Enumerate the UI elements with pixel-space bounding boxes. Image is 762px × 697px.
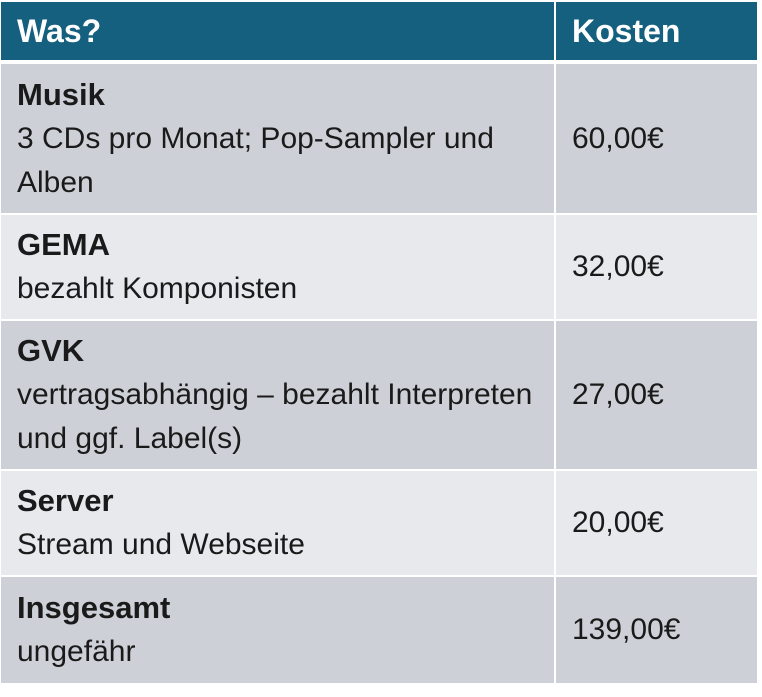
table-row-total: Insgesamt ungefähr 139,00€ (1, 576, 757, 685)
cost-table-container: Was? Kosten Musik 3 CDs pro Monat; Pop-S… (1, 2, 757, 685)
total-cost-value: 139,00€ (572, 613, 681, 646)
cost-cell: 60,00€ (555, 62, 757, 215)
column-header-cost: Kosten (555, 2, 757, 64)
item-title: GEMA (17, 227, 110, 262)
header-row: Was? Kosten (1, 2, 757, 64)
table-row: Musik 3 CDs pro Monat; Pop-Sampler und A… (1, 62, 757, 215)
cost-cell: 32,00€ (555, 214, 757, 321)
cost-value: 20,00€ (572, 506, 664, 539)
table-row: GEMA bezahlt Komponisten 32,00€ (1, 214, 757, 321)
item-cell: GVK vertragsabhängig – bezahlt Interpret… (1, 320, 556, 471)
table-row: GVK vertragsabhängig – bezahlt Interpret… (1, 320, 757, 471)
cost-cell: 27,00€ (555, 320, 757, 471)
item-description: vertragsabhängig – bezahlt Interpreten u… (17, 378, 533, 455)
item-cell: Insgesamt ungefähr (1, 576, 556, 685)
item-cell: Musik 3 CDs pro Monat; Pop-Sampler und A… (1, 62, 556, 215)
item-cell: GEMA bezahlt Komponisten (1, 214, 556, 321)
cost-cell: 20,00€ (555, 470, 757, 577)
column-header-what: Was? (1, 2, 556, 64)
item-title: Insgesamt (17, 590, 171, 625)
table-row: Server Stream und Webseite 20,00€ (1, 470, 757, 577)
item-title: GVK (17, 333, 85, 368)
item-description: bezahlt Komponisten (17, 272, 298, 305)
item-title: Musik (17, 76, 105, 112)
item-cell: Server Stream und Webseite (1, 470, 556, 577)
cost-value: 60,00€ (572, 121, 664, 155)
table-header: Was? Kosten (1, 2, 757, 64)
cost-value: 32,00€ (572, 250, 664, 283)
item-description: ungefähr (17, 635, 136, 668)
cost-cell: 139,00€ (555, 576, 757, 685)
item-description: 3 CDs pro Monat; Pop-Sampler und Alben (17, 121, 494, 199)
table-body: Musik 3 CDs pro Monat; Pop-Sampler und A… (1, 62, 757, 685)
cost-table: Was? Kosten Musik 3 CDs pro Monat; Pop-S… (1, 2, 757, 685)
cost-value: 27,00€ (572, 378, 664, 411)
item-title: Server (17, 483, 114, 518)
item-description: Stream und Webseite (17, 528, 305, 561)
